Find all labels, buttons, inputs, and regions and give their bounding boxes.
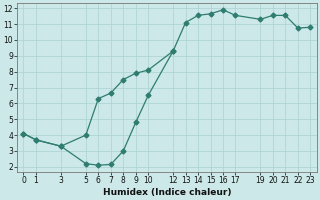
X-axis label: Humidex (Indice chaleur): Humidex (Indice chaleur) bbox=[103, 188, 231, 197]
